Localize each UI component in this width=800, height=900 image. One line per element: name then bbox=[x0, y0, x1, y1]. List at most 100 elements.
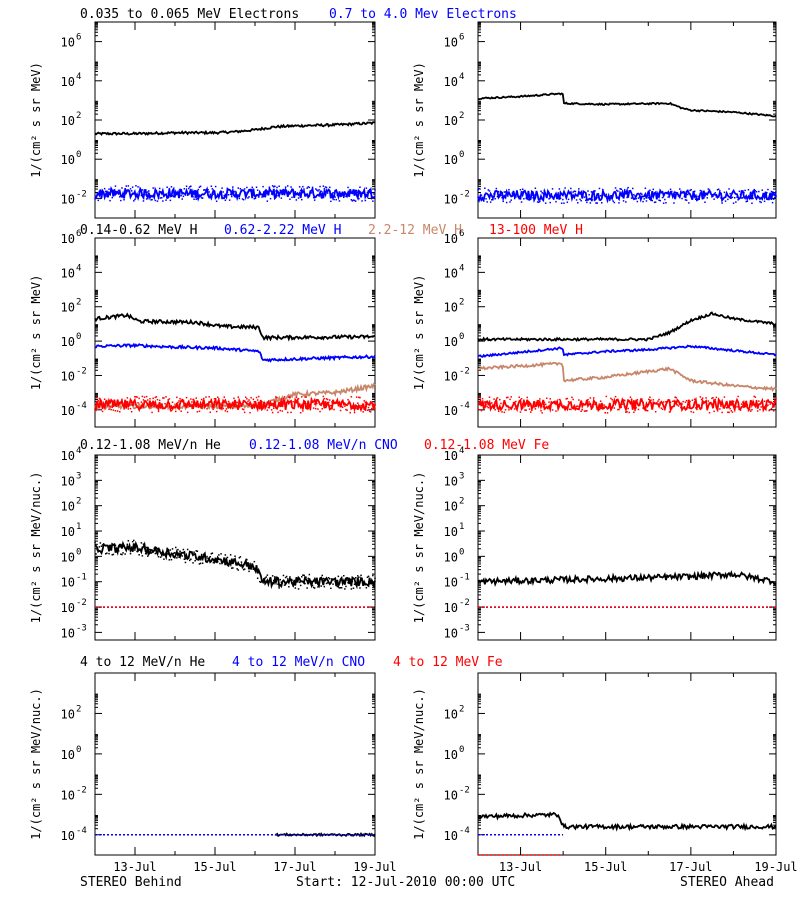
data-point bbox=[161, 197, 163, 199]
data-point bbox=[759, 408, 761, 411]
data-point bbox=[664, 198, 666, 201]
data-point bbox=[265, 576, 267, 578]
footer-spacecraft-behind: STEREO Behind bbox=[80, 875, 182, 890]
data-point bbox=[106, 552, 108, 554]
plot-frame bbox=[94, 454, 376, 641]
data-point bbox=[614, 187, 617, 189]
data-point bbox=[170, 186, 173, 188]
data-point bbox=[689, 189, 691, 192]
data-point bbox=[359, 396, 361, 399]
data-point bbox=[484, 187, 486, 189]
y-tick-label-exponent: 2 bbox=[76, 497, 81, 507]
data-point bbox=[94, 541, 96, 544]
series-trace bbox=[478, 92, 777, 118]
data-point bbox=[226, 556, 229, 559]
data-point bbox=[220, 553, 222, 555]
data-point bbox=[109, 199, 111, 202]
y-axis-title: 1/(cm² s sr MeV) bbox=[412, 62, 426, 178]
data-point bbox=[159, 197, 162, 199]
series-trace bbox=[94, 121, 376, 137]
data-point bbox=[659, 199, 661, 202]
data-point bbox=[344, 405, 346, 407]
y-tick-label-exponent: 0 bbox=[76, 745, 81, 755]
data-point bbox=[366, 409, 369, 411]
data-point bbox=[237, 396, 239, 398]
y-tick-label: 10 bbox=[61, 576, 75, 590]
data-point bbox=[518, 195, 520, 198]
y-tick-label: 10 bbox=[61, 301, 75, 315]
data-point bbox=[150, 552, 152, 554]
y-tick-label: 10 bbox=[444, 576, 458, 590]
data-point bbox=[145, 395, 148, 398]
data-point bbox=[95, 553, 97, 555]
data-point bbox=[162, 200, 164, 202]
data-point bbox=[203, 397, 205, 400]
data-point bbox=[368, 188, 371, 191]
data-point bbox=[346, 579, 348, 581]
data-point bbox=[278, 587, 280, 589]
data-point bbox=[285, 575, 288, 578]
data-point bbox=[185, 185, 188, 187]
data-point bbox=[299, 189, 302, 192]
data-point bbox=[555, 410, 557, 412]
data-point bbox=[494, 409, 496, 411]
data-point bbox=[264, 190, 266, 192]
data-point bbox=[199, 562, 202, 565]
data-point bbox=[504, 409, 507, 411]
series-0.7 to 4.0 Mev Electrons bbox=[477, 186, 777, 204]
data-point bbox=[519, 411, 522, 413]
data-point bbox=[131, 186, 134, 188]
data-point bbox=[289, 576, 291, 578]
data-point bbox=[605, 395, 608, 398]
y-tick-label-exponent: 2 bbox=[76, 704, 81, 714]
data-point bbox=[336, 585, 339, 588]
data-point bbox=[134, 549, 136, 551]
data-point bbox=[156, 200, 159, 202]
data-point bbox=[169, 199, 172, 202]
y-tick-label: 10 bbox=[444, 404, 458, 418]
y-tick-label-exponent: -2 bbox=[76, 785, 87, 795]
y-tick-label: 10 bbox=[444, 266, 458, 280]
series-0.035 to 0.065 MeV Electrons bbox=[94, 121, 376, 137]
series-0.12-1.08 MeV/n He bbox=[94, 539, 376, 590]
data-point bbox=[763, 400, 766, 402]
data-point bbox=[753, 188, 755, 191]
data-point bbox=[730, 410, 732, 412]
data-point bbox=[171, 195, 174, 197]
data-point bbox=[145, 198, 148, 200]
data-point bbox=[302, 410, 304, 412]
data-point bbox=[253, 198, 256, 200]
data-point bbox=[745, 200, 747, 203]
data-point bbox=[613, 407, 616, 409]
data-point bbox=[636, 200, 639, 203]
data-point bbox=[759, 200, 761, 203]
data-point bbox=[560, 202, 563, 204]
data-point bbox=[555, 200, 557, 203]
data-point bbox=[767, 404, 769, 406]
data-point bbox=[200, 197, 203, 199]
series-trace bbox=[94, 186, 376, 202]
data-point bbox=[165, 396, 167, 398]
data-point bbox=[197, 406, 200, 409]
data-point bbox=[334, 196, 336, 198]
data-point bbox=[315, 407, 317, 410]
data-point bbox=[707, 188, 710, 190]
data-point bbox=[744, 189, 746, 192]
data-point bbox=[583, 196, 586, 198]
data-point bbox=[541, 412, 543, 414]
data-point bbox=[484, 401, 486, 403]
data-point bbox=[243, 568, 246, 570]
data-point bbox=[196, 411, 199, 413]
data-point bbox=[758, 190, 760, 193]
data-point bbox=[222, 191, 224, 193]
data-point bbox=[573, 408, 575, 410]
data-point bbox=[628, 411, 630, 414]
data-point bbox=[237, 187, 239, 189]
data-point bbox=[599, 195, 602, 197]
data-point bbox=[585, 199, 587, 202]
data-point bbox=[203, 189, 205, 191]
data-point bbox=[127, 185, 130, 187]
data-point bbox=[660, 407, 663, 409]
data-point bbox=[324, 186, 327, 188]
data-point bbox=[751, 202, 753, 204]
